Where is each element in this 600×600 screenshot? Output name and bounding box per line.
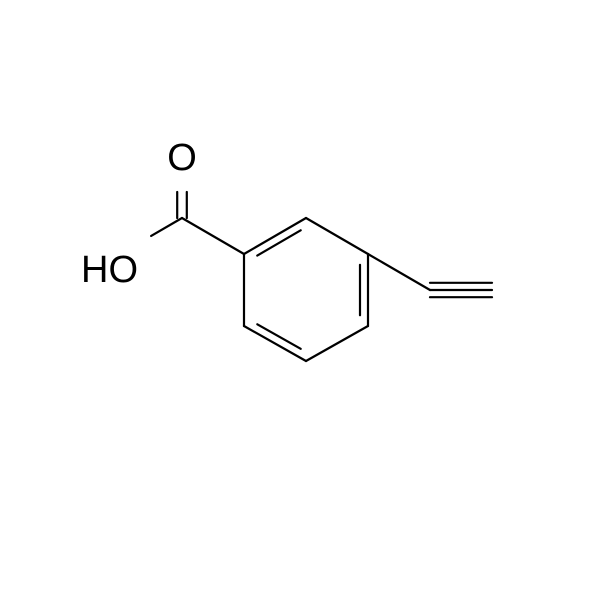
bond-line <box>244 218 306 254</box>
bond-line <box>368 254 430 290</box>
atom-label: O <box>167 137 197 179</box>
bond-line <box>151 218 182 236</box>
atom-label: HO <box>81 249 138 291</box>
bond-line <box>306 326 368 361</box>
bond-line <box>244 326 306 361</box>
molecule-diagram: O HO <box>0 0 600 600</box>
bond-line <box>182 218 244 254</box>
bond-line <box>306 218 368 254</box>
